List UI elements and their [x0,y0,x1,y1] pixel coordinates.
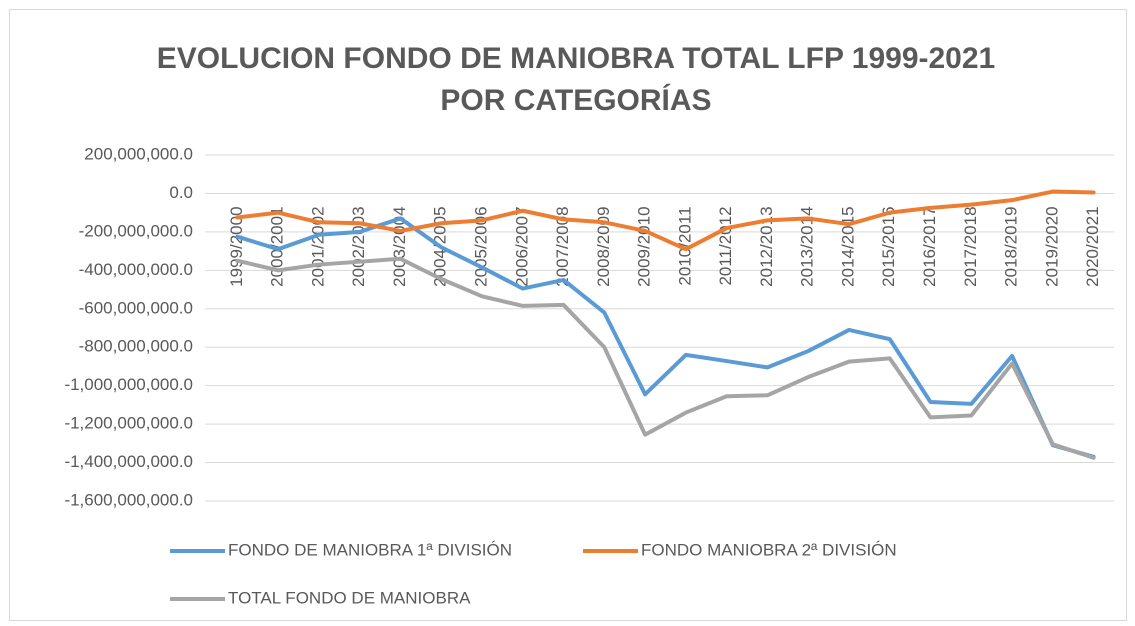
x-tick-label: 2012/2013 [757,206,776,286]
x-tick-label: 2014/2015 [838,206,857,286]
x-tick-label: 2000/2001 [268,206,287,286]
x-tick-label: 2009/2010 [635,206,654,286]
y-tick-label: -1,600,000,000.0 [64,490,193,509]
x-tick-label: 1999/2000 [227,206,246,286]
y-tick-label: -400,000,000.0 [79,260,193,279]
x-tick-label: 2007/2008 [553,206,572,286]
y-tick-label: -600,000,000.0 [79,298,193,317]
y-tick-label: -1,000,000,000.0 [64,375,193,394]
x-tick-label: 2015/2016 [879,206,898,286]
y-tick-label: -800,000,000.0 [79,337,193,356]
x-tick-label: 2011/2012 [716,206,735,285]
x-tick-label: 2018/2019 [1002,206,1021,286]
y-tick-label: -1,400,000,000.0 [64,452,193,471]
x-tick-label: 2019/2020 [1042,206,1061,286]
x-tick-label: 2003/2004 [390,206,409,286]
x-tick-label: 2020/2021 [1083,206,1102,286]
y-tick-label: 200,000,000.0 [84,144,193,163]
y-tick-label: -1,200,000,000.0 [64,414,193,433]
chart-border [9,9,1127,621]
x-tick-label: 2017/2018 [961,206,980,286]
series-line [235,256,1096,460]
y-tick-label: -200,000,000.0 [79,221,193,240]
legend-label: FONDO DE MANIOBRA 1ª DIVISIÓN [228,540,512,559]
x-tick-label: 2013/2014 [798,206,817,286]
chart-title: POR CATEGORÍAS [440,83,711,117]
y-tick-label: 0.0 [169,183,193,202]
x-tick-label: 2002/2003 [349,206,368,286]
chart-title: EVOLUCION FONDO DE MANIOBRA TOTAL LFP 19… [157,42,995,75]
x-tick-label: 2016/2017 [920,206,939,286]
x-tick-label: 2010/2011 [675,206,694,285]
series-line [235,189,1096,252]
legend-label: TOTAL FONDO DE MANIOBRA [228,588,471,607]
x-tick-label: 2006/2007 [512,206,531,286]
x-tick-label: 2008/2009 [594,206,613,286]
legend-label: FONDO MANIOBRA 2ª DIVISIÓN [641,540,897,559]
